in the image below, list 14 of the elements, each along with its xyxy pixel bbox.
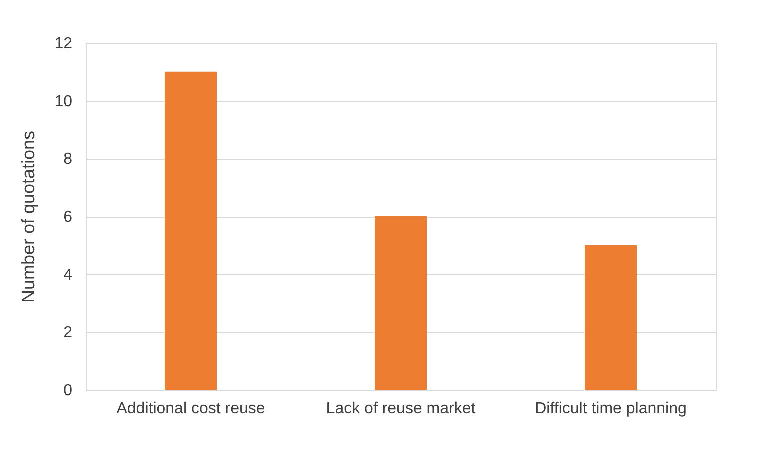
bar: [585, 245, 637, 390]
x-tick-label: Lack of reuse market: [326, 400, 476, 418]
y-tick-label: 12: [54, 36, 73, 52]
y-tick-label: 8: [64, 151, 73, 168]
y-axis-title: Number of quotations: [18, 130, 39, 304]
x-tick-label: Additional cost reuse: [116, 400, 266, 418]
bar: [165, 72, 217, 390]
bar: [375, 216, 427, 390]
y-tick-label: 2: [64, 324, 73, 342]
y-tick-label: 4: [64, 266, 73, 284]
y-tick-label: 6: [64, 209, 73, 226]
x-tick-label: Difficult time planning: [535, 400, 687, 418]
y-tick-label: 10: [54, 93, 73, 110]
y-tick-label: 0: [64, 382, 73, 400]
